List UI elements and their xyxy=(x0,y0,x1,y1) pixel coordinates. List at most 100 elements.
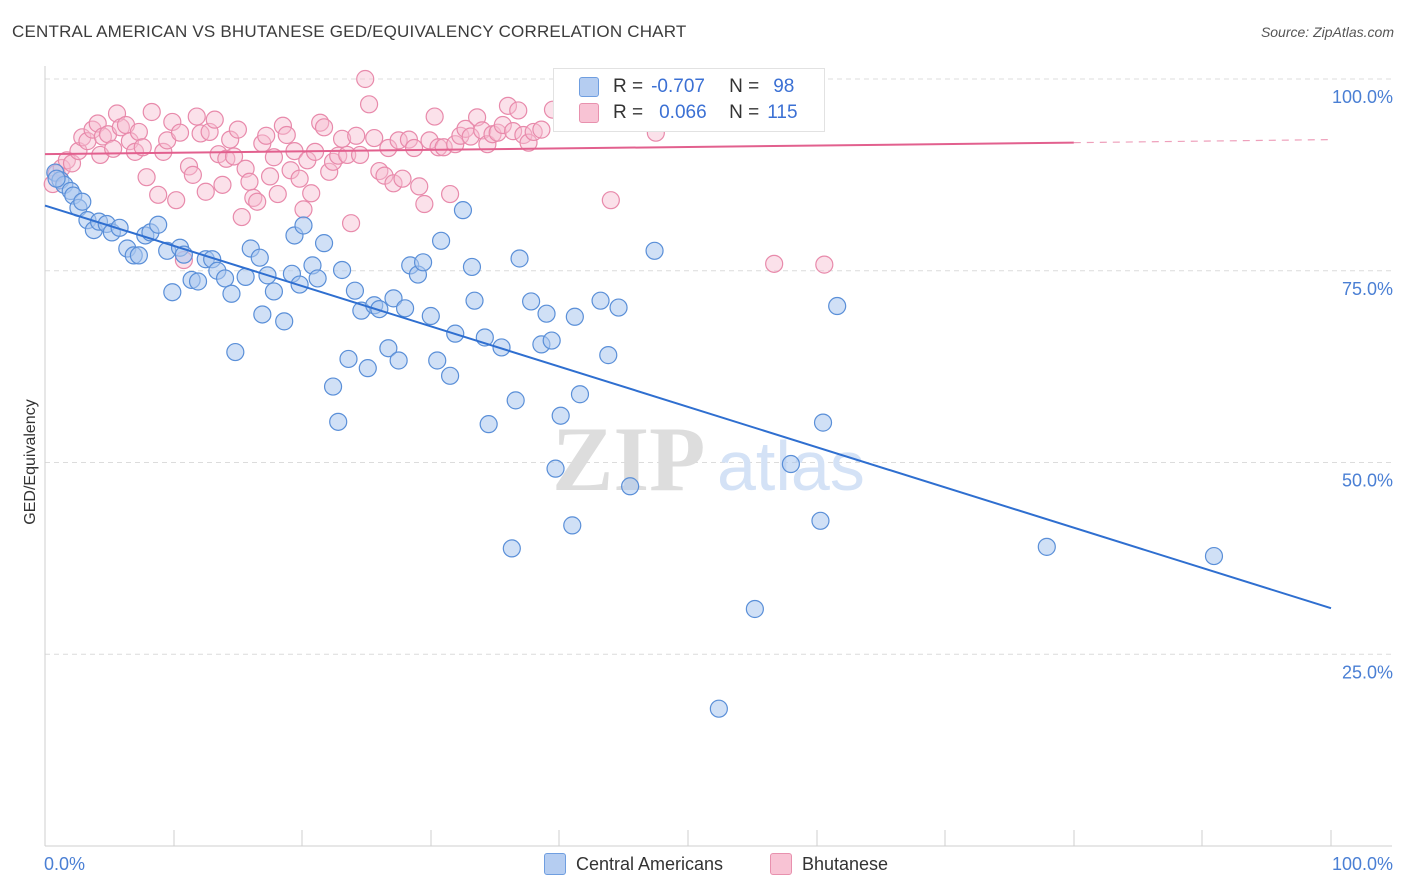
bhutanese-point xyxy=(356,69,375,89)
bhutanese-point xyxy=(332,129,352,148)
bhutanese-point xyxy=(191,124,210,143)
bhutanese-point xyxy=(221,130,240,149)
central-americans-point xyxy=(73,192,92,211)
central-americans-point xyxy=(339,349,358,369)
y-axis-label: GED/Equivalency xyxy=(22,399,39,524)
central-americans-point xyxy=(492,338,511,357)
central-americans-point xyxy=(563,516,582,535)
legend-n-value: 98 xyxy=(773,76,795,97)
legend-r-label: R = xyxy=(613,102,644,123)
central-americans-point xyxy=(551,406,570,425)
bhutanese-point xyxy=(149,185,168,204)
legend-n-label: N = xyxy=(729,76,760,97)
central-americans-point xyxy=(537,304,556,323)
legend-swatch-pink xyxy=(579,103,599,123)
tick-labels: 25.0% 50.0% 75.0% 100.0% 0.0% 100.0% xyxy=(44,87,1393,874)
bhutanese-point xyxy=(389,131,408,150)
central-americans-point xyxy=(264,282,284,301)
central-americans-point xyxy=(250,248,269,267)
bhutanese-point xyxy=(415,194,434,214)
bhutanese-point xyxy=(69,141,88,161)
bhutanese-point xyxy=(461,127,480,146)
central-americans-point xyxy=(332,260,352,280)
bhutanese-point xyxy=(264,148,284,167)
central-americans-point xyxy=(188,272,208,291)
central-americans-point xyxy=(329,412,348,431)
bhutanese-point xyxy=(765,254,784,273)
central-americans-point xyxy=(570,385,590,404)
central-americans-point xyxy=(294,216,313,235)
bhutanese-point xyxy=(504,122,523,141)
bhutanese-point xyxy=(601,191,620,210)
central-americans-point xyxy=(811,511,830,530)
bhutanese-point xyxy=(273,116,293,135)
bhutanese-point xyxy=(302,184,321,203)
bhutanese-point xyxy=(294,200,313,219)
central-americans-point xyxy=(275,312,294,331)
bottom-legend-central-americans: Central Americans xyxy=(544,852,723,876)
central-americans-point xyxy=(502,539,521,558)
central-americans-points xyxy=(46,163,1224,718)
bhutanese-point xyxy=(170,123,190,142)
chart-title: CENTRAL AMERICAN VS BHUTANESE GED/EQUIVA… xyxy=(12,22,687,41)
central-americans-point xyxy=(323,377,343,396)
bhutanese-point xyxy=(228,120,247,139)
bhutanese-point xyxy=(509,101,528,120)
bhutanese-point xyxy=(179,157,199,176)
bhutanese-point xyxy=(532,120,551,139)
central-americans-point xyxy=(253,305,272,324)
central-americans-point xyxy=(542,331,561,350)
central-americans-point xyxy=(345,281,365,300)
bhutanese-point xyxy=(104,139,123,158)
bhutanese-point xyxy=(350,145,370,165)
central-americans-point xyxy=(358,359,377,378)
central-americans-point xyxy=(431,231,451,250)
central-americans-point xyxy=(1204,546,1224,566)
axes xyxy=(44,66,1392,847)
bhutanese-point xyxy=(347,126,366,145)
bhutanese-point xyxy=(498,96,518,115)
legend-r-value: 0.066 xyxy=(659,102,707,123)
trend-lines xyxy=(44,138,1332,610)
bhutanese-point xyxy=(393,169,412,188)
central-americans-point xyxy=(645,241,664,260)
bottom-legend-bhutanese: Bhutanese xyxy=(770,852,888,876)
legend-row-bhutanese: R = 0.066 N = 115 xyxy=(579,101,798,125)
bhutanese-point xyxy=(167,191,186,210)
central-americans-point xyxy=(522,292,541,311)
bhutanese-point xyxy=(473,121,492,140)
central-americans-point xyxy=(47,169,66,188)
bhutanese-point xyxy=(232,207,251,227)
central-americans-point xyxy=(1037,537,1056,556)
central-americans-point xyxy=(226,342,245,362)
bhutanese-point xyxy=(359,95,379,114)
central-americans-point xyxy=(465,291,484,310)
bhutanese-point xyxy=(183,165,202,184)
bhutanese-point xyxy=(290,169,309,188)
legend-n-label: N = xyxy=(729,102,760,123)
bhutanese-point xyxy=(196,182,215,201)
central-americans-point xyxy=(599,346,618,365)
bhutanese-point xyxy=(493,115,512,135)
bottom-legend-swatch-pink xyxy=(770,853,792,875)
central-americans-trend-line xyxy=(44,204,1332,610)
bhutanese-point xyxy=(519,133,538,152)
bhutanese-point xyxy=(133,138,152,157)
central-americans-point xyxy=(565,307,584,326)
central-americans-point xyxy=(149,215,168,234)
central-americans-point xyxy=(813,413,833,432)
bhutanese-point xyxy=(425,107,444,126)
bhutanese-point xyxy=(341,214,361,233)
central-americans-point xyxy=(621,477,640,496)
y-tick-label: 25.0% xyxy=(1342,662,1393,682)
bhutanese-point xyxy=(277,125,296,145)
stats-legend: R = -0.707 N = 98 R = 0.066 N = 115 xyxy=(553,68,825,132)
legend-swatch-blue xyxy=(579,77,599,97)
bhutanese-trend-extension xyxy=(1073,138,1332,144)
central-americans-point xyxy=(479,415,498,434)
bhutanese-point xyxy=(379,138,398,158)
bottom-legend-label-bhutanese: Bhutanese xyxy=(802,853,889,874)
legend-n-value: 115 xyxy=(767,102,798,123)
central-americans-point xyxy=(308,269,327,288)
bhutanese-trend-line xyxy=(44,141,1074,156)
